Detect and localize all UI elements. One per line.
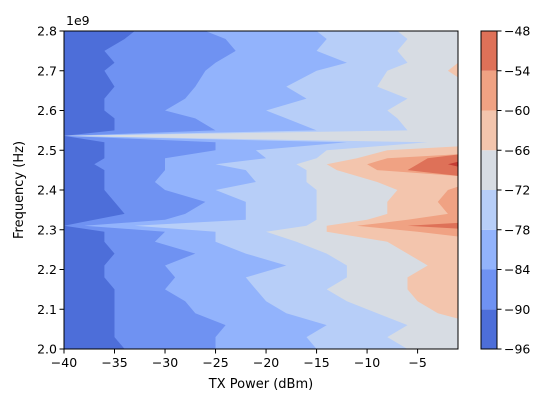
x-tick-label: −15 [303,355,329,370]
colorbar-tick-label: −90 [504,302,530,317]
colorbar-tick-label: −96 [504,342,530,357]
y-tick-label: 2.7 [37,63,57,78]
x-axis: −40 −35 −30 −25 −20 −15 −10 −5 [51,349,427,370]
colorbar: −96 −90 −84 −78 −72 −66 −60 −54 −48 [481,24,530,357]
colorbar-tick-label: −72 [504,183,530,198]
contour-band-8 [447,161,458,167]
y-tick-label: 2.8 [37,24,57,39]
y-tick-label: 2.0 [37,342,57,357]
x-tick-label: −30 [152,355,178,370]
y-tick-label: 2.3 [37,222,57,237]
y-tick-label: 2.2 [37,262,57,277]
colorbar-segment [481,190,497,230]
colorbar-tick-label: −66 [504,143,530,158]
colorbar-segment [481,31,497,71]
y-tick-label: 2.6 [37,103,57,118]
colorbar-segment [481,309,497,349]
x-tick-label: −5 [408,355,426,370]
x-tick-label: −35 [101,355,127,370]
y-axis-title: Frequency (Hz) [12,141,27,239]
colorbar-segment [481,150,497,190]
colorbar-frame [480,30,498,350]
colorbar-tick-label: −54 [504,63,530,78]
y-tick-label: 2.1 [37,302,57,317]
contour-band-4 [64,31,458,349]
x-tick-label: −40 [51,355,77,370]
colorbar-segment [481,110,497,151]
contour-bands [64,31,458,349]
x-axis-title: TX Power (dBm) [208,377,313,392]
y-tick-label: 2.5 [37,143,57,158]
colorbar-tick-label: −60 [504,103,530,118]
colorbar-segment [481,229,497,270]
contour-band-7 [407,154,458,229]
y-tick-label: 2.4 [37,183,57,198]
colorbar-tick-label: −78 [504,222,530,237]
y-axis: 2.0 2.1 2.2 2.3 2.4 2.5 2.6 2.7 2.8 [37,24,64,357]
colorbar-tick-label: −84 [504,262,530,277]
contour-band-5 [326,50,458,319]
y-axis-offset-label: 1e9 [66,13,90,28]
colorbar-tick-label: −48 [504,24,530,39]
x-tick-label: −10 [354,355,380,370]
plot-area [64,31,458,349]
colorbar-segment [481,70,497,111]
x-tick-label: −25 [202,355,228,370]
x-tick-label: −20 [253,355,279,370]
colorbar-segment [481,269,497,310]
